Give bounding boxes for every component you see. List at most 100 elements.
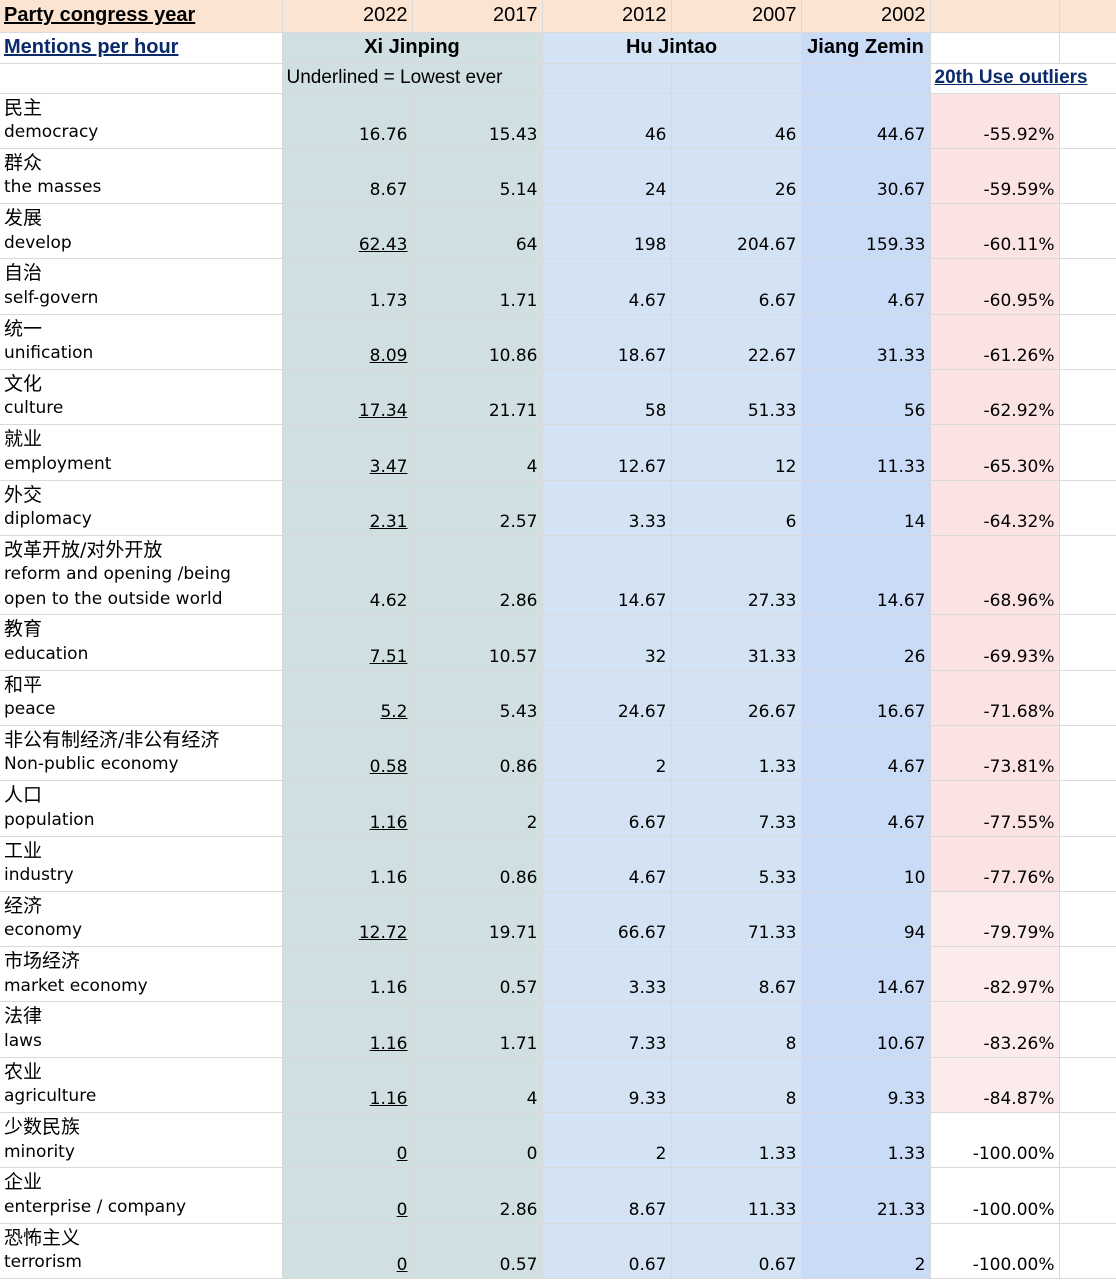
value-2012[interactable]: 7.33: [542, 1001, 672, 1058]
term-cell[interactable]: 经济 economy: [0, 891, 283, 948]
term-cell[interactable]: 人口 population: [0, 780, 283, 837]
outlier-percent[interactable]: -100.00%: [930, 1112, 1060, 1169]
value-2017[interactable]: 0.86: [412, 836, 543, 892]
value-2012[interactable]: 66.67: [542, 891, 672, 948]
value-2022[interactable]: 8.67: [282, 148, 413, 205]
value-2022[interactable]: 16.76: [282, 93, 413, 149]
empty-cell[interactable]: [930, 32, 1060, 64]
term-cell[interactable]: 少数民族 minority: [0, 1112, 283, 1169]
value-2007[interactable]: 27.33: [671, 535, 802, 616]
term-cell[interactable]: 改革开放/对外开放 reform and opening /being open …: [0, 535, 283, 616]
value-2017[interactable]: 64: [412, 203, 543, 260]
outlier-percent[interactable]: -61.26%: [930, 314, 1060, 370]
value-2017[interactable]: 0.57: [412, 946, 543, 1003]
value-2007[interactable]: 1.33: [671, 725, 802, 782]
value-2022[interactable]: 1.16: [282, 836, 413, 892]
outlier-percent[interactable]: -71.68%: [930, 670, 1060, 726]
value-2007[interactable]: 8: [671, 1001, 802, 1058]
outlier-percent[interactable]: -68.96%: [930, 535, 1060, 616]
term-cell[interactable]: 恐怖主义 terrorism: [0, 1223, 283, 1279]
year-label[interactable]: Party congress year: [0, 0, 283, 33]
value-2007[interactable]: 51.33: [671, 369, 802, 426]
value-2012[interactable]: 32: [542, 614, 672, 671]
term-cell[interactable]: 外交 diplomacy: [0, 480, 283, 536]
value-2007[interactable]: 26: [671, 148, 802, 205]
value-2002[interactable]: 16.67: [801, 670, 931, 726]
value-2022[interactable]: 2.31: [282, 480, 413, 536]
value-2012[interactable]: 14.67: [542, 535, 672, 616]
outlier-percent[interactable]: -62.92%: [930, 369, 1060, 426]
term-cell[interactable]: 企业 enterprise / company: [0, 1167, 283, 1224]
outlier-percent[interactable]: -65.30%: [930, 424, 1060, 481]
value-2022[interactable]: 0.58: [282, 725, 413, 782]
value-2012[interactable]: 18.67: [542, 314, 672, 370]
value-2007[interactable]: 0.67: [671, 1223, 802, 1279]
empty-cell[interactable]: [1059, 1223, 1116, 1279]
value-2012[interactable]: 2: [542, 1112, 672, 1169]
outlier-percent[interactable]: -84.87%: [930, 1057, 1060, 1114]
empty-cell[interactable]: [1059, 32, 1116, 64]
year-2002[interactable]: 2002: [801, 0, 931, 33]
term-cell[interactable]: 发展 develop: [0, 203, 283, 260]
empty-cell[interactable]: [1059, 946, 1116, 1003]
value-2002[interactable]: 1.33: [801, 1112, 931, 1169]
value-2022[interactable]: 7.51: [282, 614, 413, 671]
value-2007[interactable]: 8.67: [671, 946, 802, 1003]
empty-cell[interactable]: [1059, 369, 1116, 426]
value-2002[interactable]: 10.67: [801, 1001, 931, 1058]
value-2007[interactable]: 22.67: [671, 314, 802, 370]
leader-xi[interactable]: Xi Jinping: [282, 32, 543, 64]
empty-cell[interactable]: [1059, 535, 1116, 616]
term-cell[interactable]: 群众 the masses: [0, 148, 283, 205]
outlier-percent[interactable]: -60.95%: [930, 258, 1060, 315]
value-2012[interactable]: 24: [542, 148, 672, 205]
empty-cell[interactable]: [1059, 1001, 1116, 1058]
value-2017[interactable]: 2.86: [412, 1167, 543, 1224]
value-2017[interactable]: 10.57: [412, 614, 543, 671]
value-2017[interactable]: 19.71: [412, 891, 543, 948]
value-2017[interactable]: 2.86: [412, 535, 543, 616]
value-2007[interactable]: 26.67: [671, 670, 802, 726]
value-2022[interactable]: 17.34: [282, 369, 413, 426]
empty-cell[interactable]: [1059, 836, 1116, 892]
value-2007[interactable]: 8: [671, 1057, 802, 1114]
value-2007[interactable]: 7.33: [671, 780, 802, 837]
outlier-percent[interactable]: -73.81%: [930, 725, 1060, 782]
value-2017[interactable]: 1.71: [412, 1001, 543, 1058]
value-2012[interactable]: 12.67: [542, 424, 672, 481]
empty-cell[interactable]: [1059, 725, 1116, 782]
value-2022[interactable]: 1.16: [282, 1057, 413, 1114]
term-cell[interactable]: 和平 peace: [0, 670, 283, 726]
empty-cell[interactable]: [1059, 891, 1116, 948]
value-2007[interactable]: 5.33: [671, 836, 802, 892]
value-2012[interactable]: 46: [542, 93, 672, 149]
term-cell[interactable]: 统一 unification: [0, 314, 283, 370]
value-2022[interactable]: 1.16: [282, 1001, 413, 1058]
value-2002[interactable]: 21.33: [801, 1167, 931, 1224]
empty-cell[interactable]: [1059, 1167, 1116, 1224]
value-2002[interactable]: 9.33: [801, 1057, 931, 1114]
value-2022[interactable]: 0: [282, 1223, 413, 1279]
empty-cell[interactable]: [1059, 424, 1116, 481]
value-2012[interactable]: 3.33: [542, 480, 672, 536]
value-2022[interactable]: 0: [282, 1167, 413, 1224]
value-2007[interactable]: 6: [671, 480, 802, 536]
value-2022[interactable]: 12.72: [282, 891, 413, 948]
empty-cell[interactable]: [1059, 780, 1116, 837]
value-2002[interactable]: 56: [801, 369, 931, 426]
term-cell[interactable]: 教育 education: [0, 614, 283, 671]
value-2002[interactable]: 4.67: [801, 780, 931, 837]
value-2022[interactable]: 0: [282, 1112, 413, 1169]
value-2017[interactable]: 5.43: [412, 670, 543, 726]
value-2012[interactable]: 58: [542, 369, 672, 426]
outlier-percent[interactable]: -59.59%: [930, 148, 1060, 205]
term-cell[interactable]: 法律 laws: [0, 1001, 283, 1058]
empty-cell[interactable]: [1059, 614, 1116, 671]
value-2012[interactable]: 3.33: [542, 946, 672, 1003]
value-2017[interactable]: 1.71: [412, 258, 543, 315]
value-2007[interactable]: 71.33: [671, 891, 802, 948]
value-2007[interactable]: 1.33: [671, 1112, 802, 1169]
value-2002[interactable]: 30.67: [801, 148, 931, 205]
term-cell[interactable]: 非公有制经济/非公有经济 Non-public economy: [0, 725, 283, 782]
outlier-percent[interactable]: -60.11%: [930, 203, 1060, 260]
